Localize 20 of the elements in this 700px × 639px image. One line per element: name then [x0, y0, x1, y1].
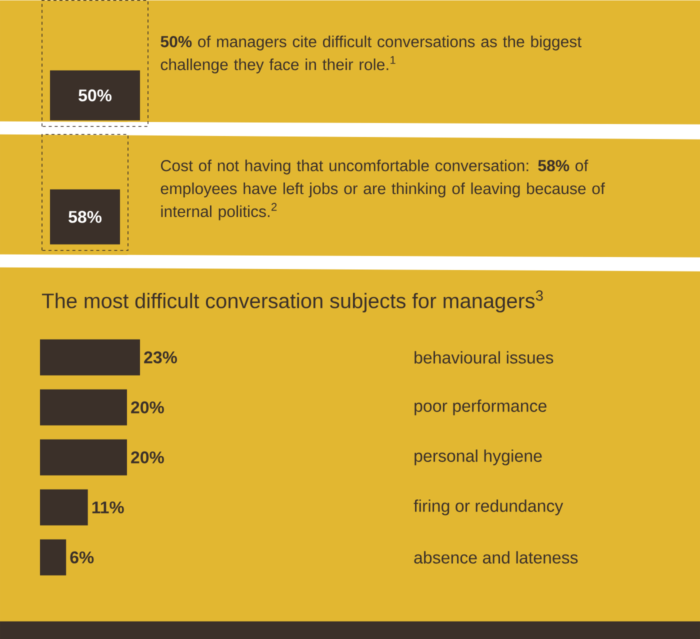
text: 58% [68, 210, 102, 223]
text: The most difficult conversation subjects for managers$^{3}$ [42, 290, 543, 312]
text: 50% [78, 89, 112, 102]
data-label: 20% [131, 401, 164, 414]
bar [40, 539, 66, 576]
y-tick-label: behavioural issues [414, 350, 554, 364]
bar [40, 439, 127, 476]
bar [40, 389, 127, 426]
text: 50% of managers cite difficult conversations as the biggest challenge they face in their role.$^{1}$ [160, 35, 582, 74]
data-label: 11% [92, 501, 124, 514]
y-tick-label: personal hygiene [414, 449, 542, 466]
text: Cost of not having that uncomfortable conversation: 58% of employees have left jobs or are thinking of leaving because of internal politics.$^{2}$ [160, 159, 605, 220]
data-label: 6% [70, 551, 94, 564]
y-tick-label: poor performance [414, 399, 546, 416]
data-label: 20% [131, 451, 164, 464]
bar [40, 339, 140, 376]
y-tick-label: firing or redundancy [414, 499, 564, 516]
data-label: 23% [144, 351, 177, 364]
y-tick-label: absence and lateness [414, 550, 578, 564]
bar [40, 489, 88, 526]
